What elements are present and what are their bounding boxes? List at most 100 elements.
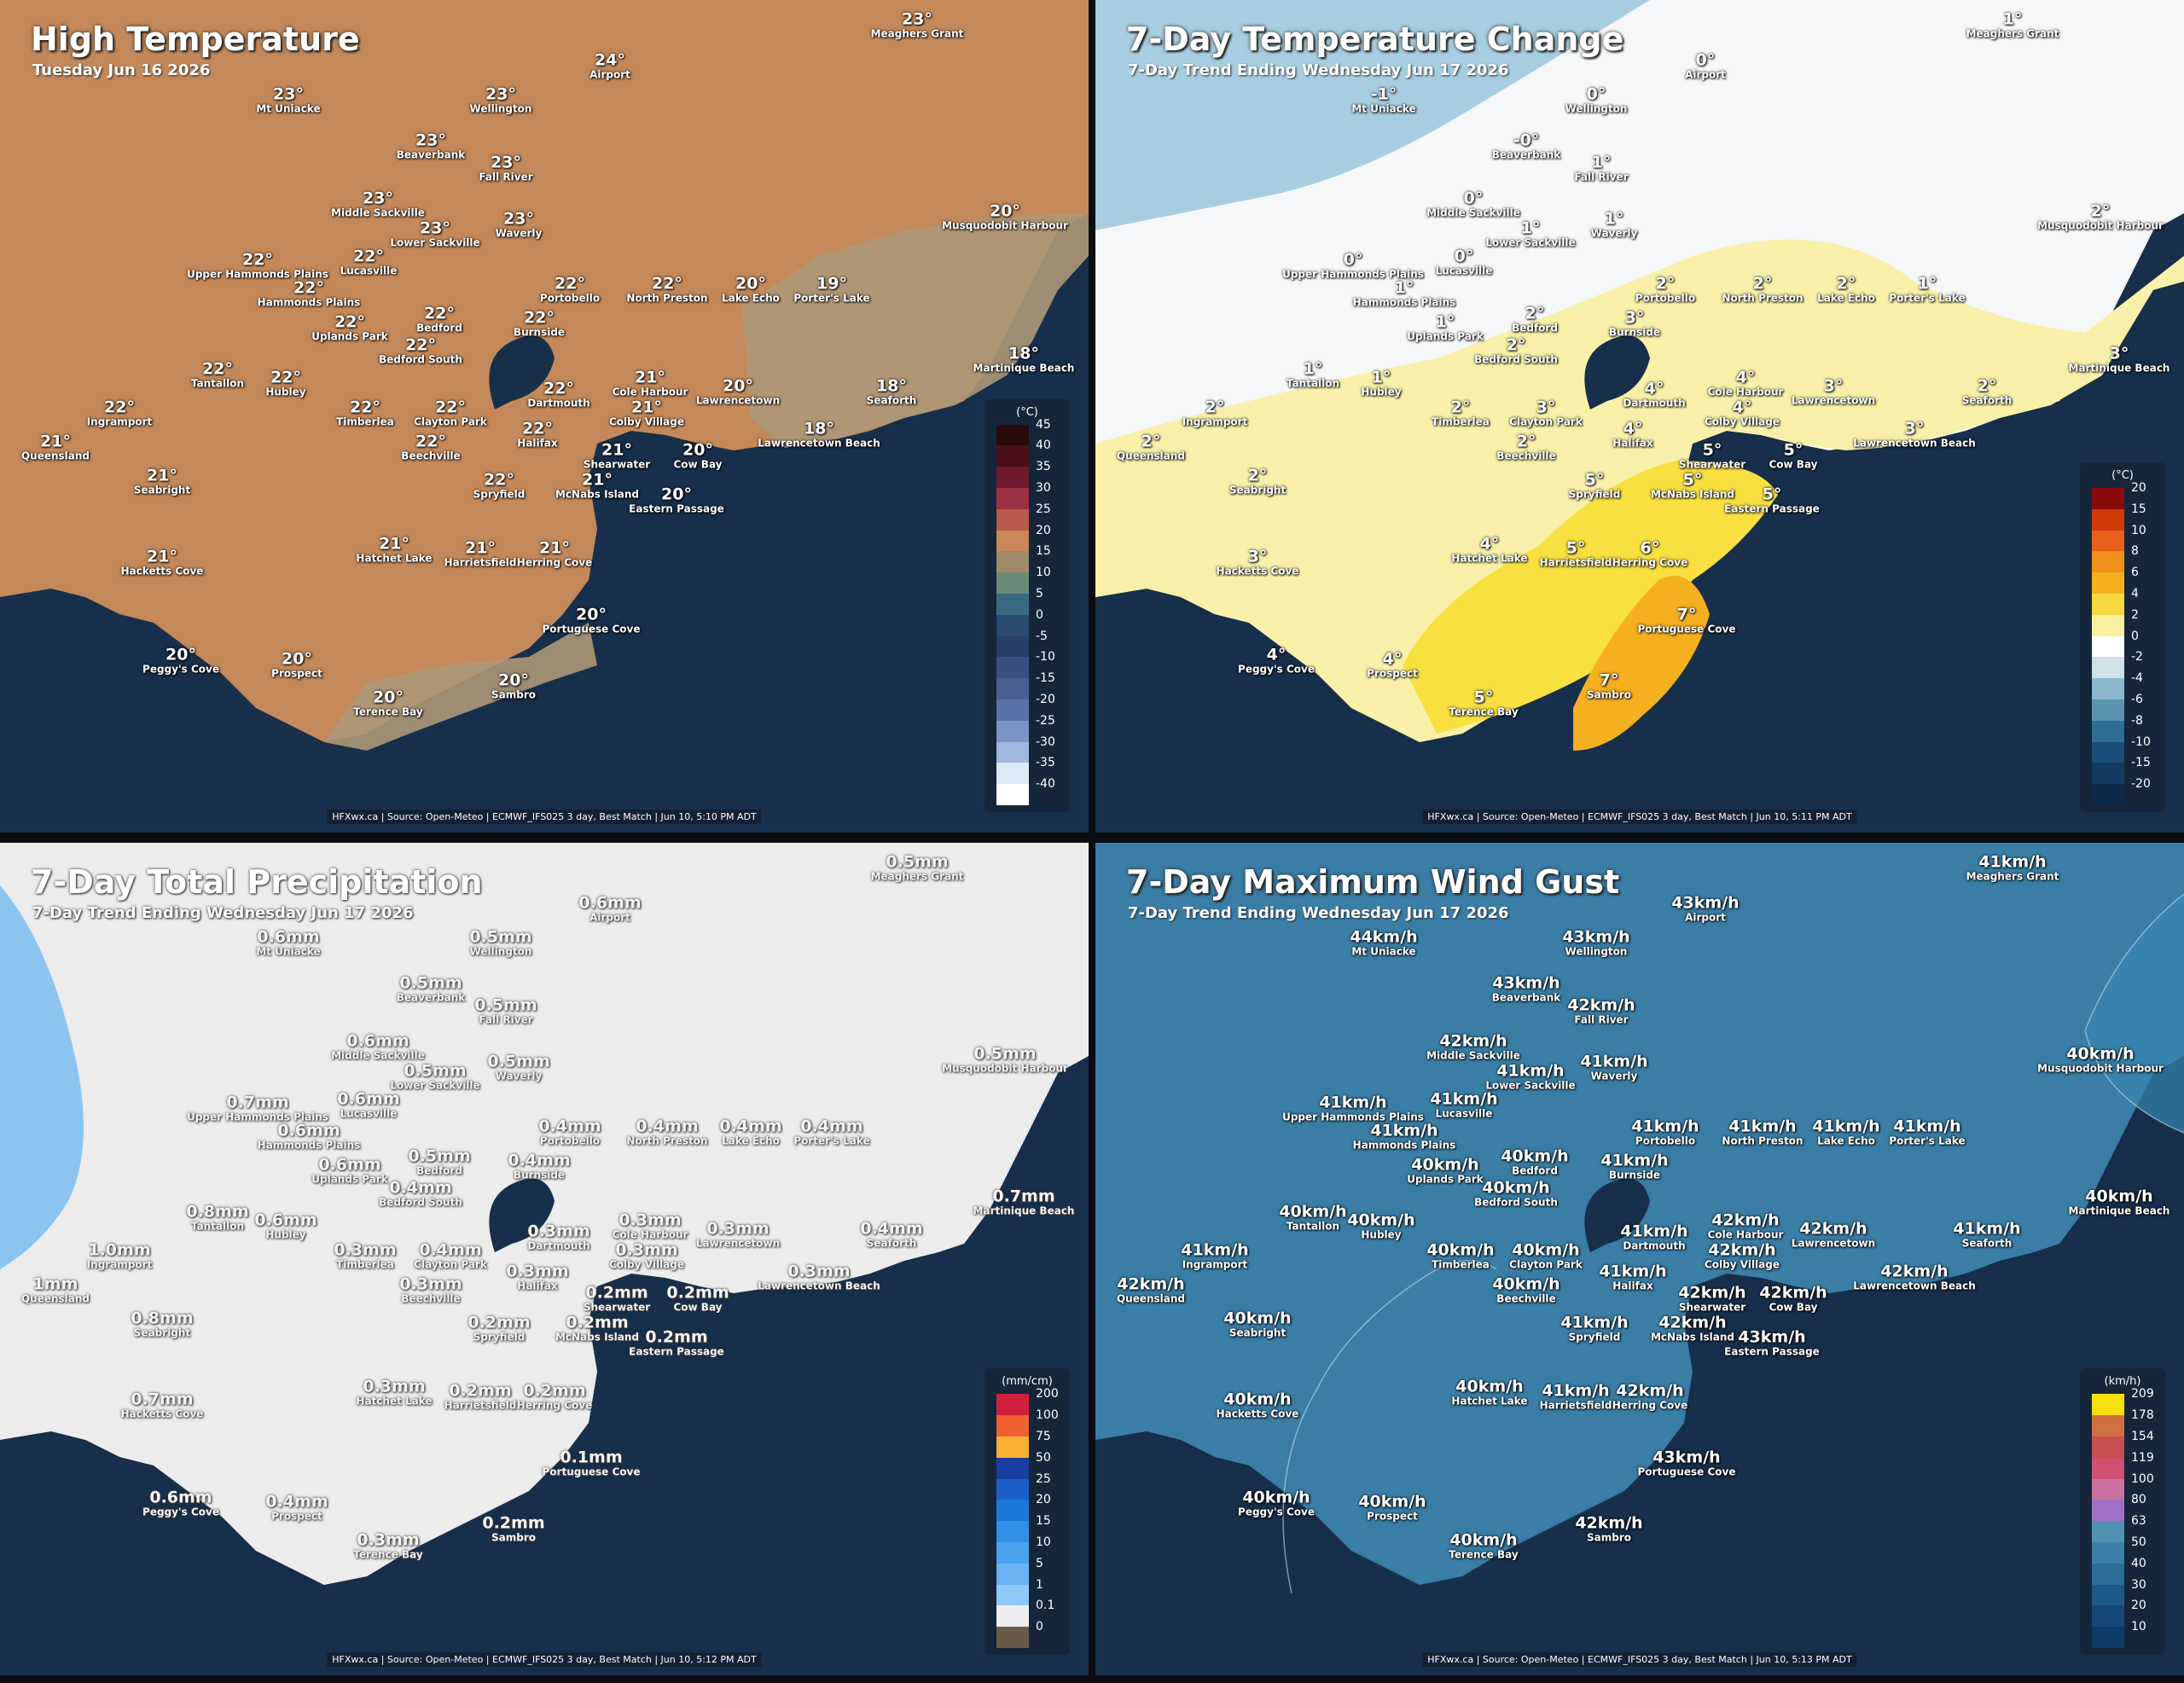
city-label: 0.5mm Fall River — [474, 997, 537, 1026]
city-value: 23° — [485, 84, 516, 104]
city-name: Clayton Park — [1509, 415, 1583, 428]
city-name: Bedford — [416, 322, 462, 334]
legend-label: -30 — [1036, 734, 1055, 749]
city-label: 23° Beaverbank — [396, 131, 466, 161]
city-value: 1° — [1303, 359, 1323, 379]
city-value: 0.4mm — [419, 1240, 482, 1260]
city-value: 2° — [1836, 274, 1856, 293]
city-value: 0° — [1463, 189, 1484, 208]
city-label: 0.3mm Dartmouth — [527, 1223, 590, 1252]
city-name: Timberlea — [336, 1258, 394, 1271]
legend-entry: 20 — [985, 524, 1070, 552]
city-label: 41km/h North Preston — [1722, 1118, 1803, 1147]
city-name: Lawrencetown — [1791, 394, 1876, 407]
city-name: Hubley — [1361, 1228, 1402, 1241]
legend-label: 0 — [1036, 607, 1043, 622]
legend-entry: 40 — [2080, 1557, 2165, 1585]
city-name: Mt Uniacke — [256, 102, 321, 115]
city-name: Lawrencetown — [1791, 1237, 1876, 1250]
city-name: Martinique Beach — [973, 1204, 1075, 1217]
legend-label: 209 — [2131, 1387, 2154, 1402]
legend-swatch — [2092, 720, 2124, 742]
city-value: 23° — [415, 131, 446, 150]
city-name: Meaghers Grant — [1966, 27, 2059, 40]
legend-swatch — [996, 424, 1029, 446]
city-value: 0.5mm — [469, 927, 532, 947]
legend-label: 0 — [1036, 1620, 1043, 1634]
city-label: 18° Martinique Beach — [973, 345, 1075, 374]
city-name: Lawrencetown — [695, 1237, 781, 1250]
city-name: Terence Bay — [1449, 705, 1519, 718]
color-legend: (°C) 45 40 35 30 25 20 15 10 5 0 -5 -10 -15 -20 -25 -30… — [985, 398, 1070, 812]
city-label: 22° Hubley — [265, 369, 305, 398]
panel-total-precipitation: 7-Day Total Precipitation 7-Day Trend En… — [0, 843, 1089, 1675]
city-name: Musquodobit Harbour — [2037, 219, 2164, 232]
city-value: 21° — [147, 547, 177, 566]
panel-subtitle: Tuesday Jun 16 2026 — [32, 61, 211, 79]
panel-title: High Temperature — [31, 20, 360, 58]
city-value: 2° — [2090, 201, 2111, 221]
city-name: Colby Village — [609, 1258, 684, 1271]
city-name: Clayton Park — [414, 415, 487, 428]
city-value: 41km/h — [1620, 1222, 1688, 1241]
city-label: 2° Timberlea — [1432, 399, 1490, 428]
city-label: 41km/h Hammonds Plains — [1353, 1123, 1456, 1152]
city-value: 40km/h — [1501, 1146, 1569, 1166]
city-value: 18° — [876, 376, 907, 396]
panel-title: 7-Day Total Precipitation — [31, 863, 483, 901]
city-value: 40km/h — [2085, 1187, 2153, 1206]
city-name: Portuguese Cove — [542, 1465, 641, 1478]
city-label: 0.3mm Cole Harbour — [613, 1212, 688, 1241]
city-name: Waverly — [1590, 227, 1638, 240]
city-name: Colby Village — [609, 415, 684, 428]
city-label: 22° Lucasville — [340, 248, 398, 277]
city-value: 22° — [415, 432, 446, 451]
city-label: 21° Harrietsfield — [444, 540, 517, 569]
city-label: 0.3mm Hatchet Lake — [356, 1378, 432, 1407]
city-label: 0.2mm Herring Cove — [517, 1383, 592, 1412]
city-value: 2° — [1752, 274, 1773, 293]
city-value: 0.4mm — [508, 1151, 571, 1170]
city-name: Airport — [1685, 911, 1726, 924]
city-value: 1° — [1520, 218, 1541, 238]
city-label: 43km/h Airport — [1671, 895, 1739, 924]
city-value: 40km/h — [1455, 1377, 1524, 1396]
legend-entry: 20 — [2080, 1599, 2165, 1628]
city-value: 41km/h — [1496, 1061, 1565, 1081]
city-value: 2° — [1205, 398, 1225, 417]
city-value: 42km/h — [1678, 1283, 1746, 1303]
city-name: Lawrencetown Beach — [1853, 437, 1976, 450]
legend-label: 5 — [1036, 587, 1043, 601]
city-name: Beaverbank — [396, 148, 466, 161]
city-label: 21° McNabs Island — [555, 472, 639, 501]
city-name: Sambro — [1587, 688, 1631, 701]
city-name: McNabs Island — [1650, 488, 1735, 501]
city-label: 0.6mm Lucasville — [337, 1091, 399, 1120]
city-label: 40km/h Clayton Park — [1509, 1242, 1583, 1271]
legend-label: 20 — [2131, 481, 2146, 496]
city-label: 2° Queensland — [1117, 433, 1185, 462]
legend-swatch — [996, 1415, 1029, 1437]
city-label: 43km/h Portuguese Cove — [1638, 1449, 1736, 1478]
city-label: 41km/h Burnside — [1600, 1152, 1668, 1181]
city-value: 0.8mm — [186, 1202, 249, 1222]
city-value: 7° — [1599, 670, 1619, 690]
city-value: 1° — [1604, 209, 1624, 229]
legend-swatch — [996, 657, 1029, 679]
city-value: 0° — [1454, 247, 1474, 266]
city-name: Beechville — [1496, 450, 1556, 462]
city-name: Meaghers Grant — [1966, 870, 2059, 883]
legend-entry: 6 — [2080, 566, 2165, 595]
city-name: Musquodobit Harbour — [942, 1062, 1068, 1075]
city-name: Harrietsfield — [1539, 1399, 1612, 1412]
city-name: Portuguese Cove — [1637, 623, 1736, 635]
city-value: 0.3mm — [357, 1530, 420, 1550]
panel-title: 7-Day Temperature Change — [1126, 20, 1624, 58]
city-label: 0.5mm Musquodobit Harbour — [942, 1046, 1068, 1075]
legend-swatch — [2092, 741, 2124, 763]
city-value: 0.5mm — [487, 1052, 550, 1071]
city-name: Uplands Park — [311, 1173, 388, 1186]
legend-label: 63 — [2131, 1514, 2146, 1529]
legend-label: -2 — [2131, 650, 2143, 664]
legend-label: 10 — [1036, 1535, 1051, 1550]
